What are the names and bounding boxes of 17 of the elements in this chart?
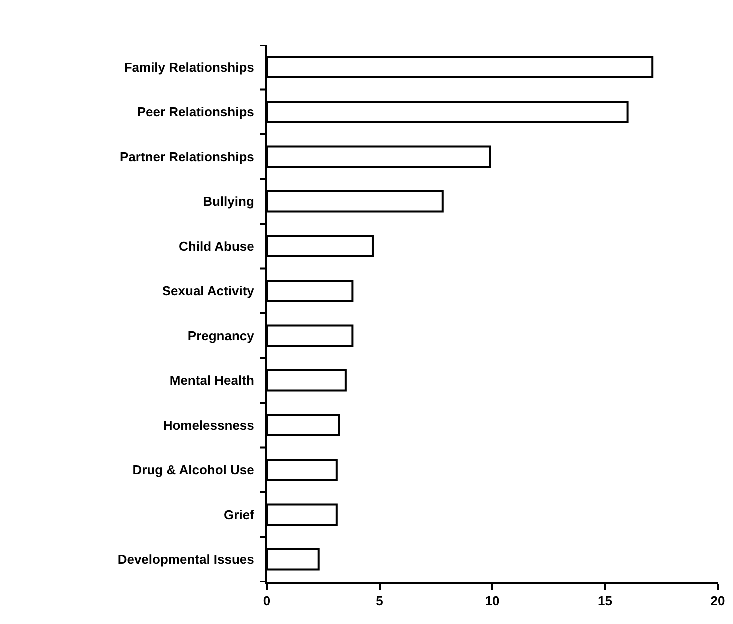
- y-tick-label: Child Abuse: [179, 238, 254, 254]
- x-tick-label: 10: [485, 594, 500, 609]
- y-tick-label: Grief: [224, 507, 256, 522]
- x-tick-label: 20: [710, 594, 726, 609]
- y-tick-label: Homelessness: [163, 418, 254, 433]
- x-tick-label: 0: [263, 594, 271, 609]
- y-tick-label: Partner Relationships: [120, 149, 254, 164]
- y-tick-label: Developmental Issues: [118, 552, 254, 568]
- y-tick-label: Family Relationships: [124, 60, 254, 75]
- y-tick-label: Drug & Alcohol Use: [132, 462, 254, 478]
- y-tick-label: Mental Health: [170, 373, 254, 388]
- y-tick-label: Bullying: [203, 194, 254, 210]
- x-tick-label: 15: [598, 594, 612, 609]
- y-tick-label: Sexual Activity: [162, 284, 256, 299]
- x-tick-label: 5: [376, 594, 384, 609]
- y-tick-label: Pregnancy: [188, 328, 256, 344]
- y-tick-label: Peer Relationships: [137, 104, 254, 120]
